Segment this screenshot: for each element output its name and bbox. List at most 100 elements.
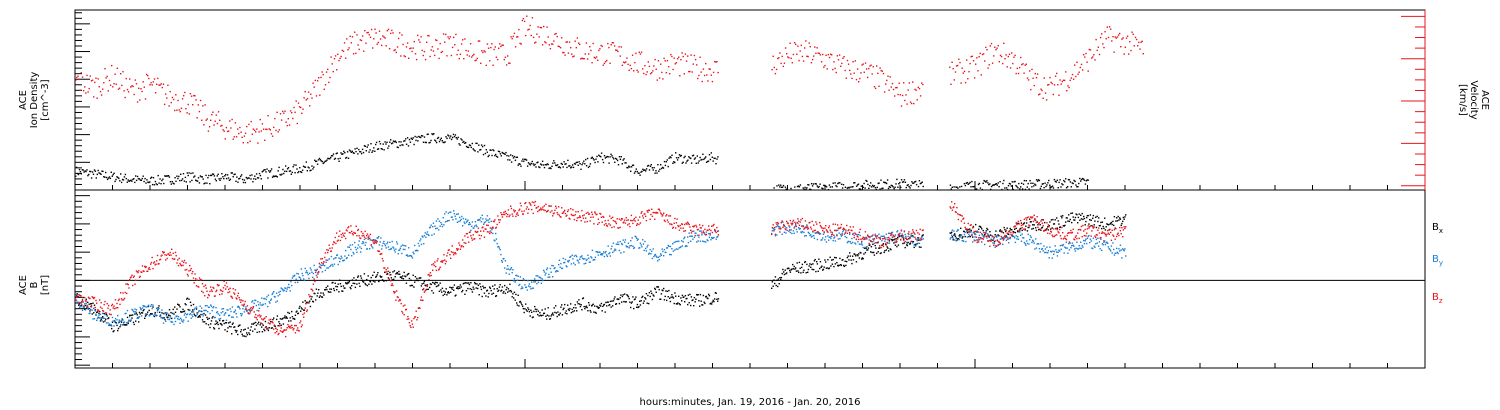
by-point (265, 298, 267, 301)
by-point (1020, 234, 1022, 236)
ion-density-point (809, 188, 811, 190)
velocity-point (610, 44, 612, 46)
bx-point (1049, 221, 1051, 223)
velocity-point (557, 45, 559, 47)
by-point (659, 255, 661, 257)
ion-density-point (578, 161, 580, 163)
bz-point (118, 298, 120, 300)
bx-point (122, 324, 124, 326)
velocity-point (829, 53, 832, 55)
bx-point (535, 310, 537, 313)
ion-density-point (824, 184, 826, 187)
bz-point (216, 289, 218, 291)
bx-point (792, 268, 795, 270)
velocity-point (153, 78, 156, 80)
by-point (113, 325, 115, 327)
bx-point (501, 289, 503, 291)
by-point (483, 223, 485, 225)
velocity-point (629, 64, 631, 67)
by-point (331, 263, 333, 266)
bx-point (334, 282, 336, 284)
velocity-point (1022, 63, 1024, 65)
by-point (81, 301, 83, 304)
ion-density-point (587, 166, 590, 169)
by-point (173, 323, 175, 326)
ion-density-point (106, 178, 109, 181)
ion-density-point (299, 167, 301, 169)
bx-point (708, 295, 711, 297)
bx-point (380, 276, 382, 278)
velocity-point (520, 43, 522, 45)
bx-point (990, 234, 992, 236)
by-point (346, 257, 348, 259)
velocity-point (1033, 84, 1035, 87)
bz-point (156, 260, 158, 262)
velocity-point (289, 110, 292, 112)
bx-point (1071, 221, 1073, 224)
by-point (988, 234, 990, 237)
bx-point (968, 235, 970, 238)
bx-point (1050, 228, 1052, 230)
ion-density-point (232, 176, 234, 178)
bz-point (285, 335, 287, 338)
bx-point (1026, 230, 1029, 232)
by-point (972, 232, 975, 234)
ion-density-point (617, 164, 620, 166)
bx-point (882, 244, 884, 246)
ion-density-point (884, 181, 886, 184)
ion-density-point (196, 180, 199, 182)
bx-point (1061, 217, 1063, 219)
ion-density-point (964, 184, 967, 187)
ion-density-point (675, 152, 677, 154)
velocity-point (958, 58, 960, 60)
velocity-point (849, 69, 851, 72)
velocity-point (121, 84, 123, 87)
by-point (813, 237, 816, 239)
by-point (551, 264, 553, 267)
by-point (676, 240, 678, 243)
ion-density-point (890, 184, 892, 187)
by-point (468, 222, 471, 224)
ion-density-point (269, 171, 271, 173)
velocity-point (379, 38, 382, 40)
by-point (952, 237, 954, 239)
ion-density-point (862, 186, 864, 188)
by-point (791, 232, 793, 235)
bx-point (130, 314, 132, 316)
ion-density-point (320, 160, 322, 162)
velocity-point (1068, 86, 1070, 89)
ion-density-point (435, 140, 437, 142)
by-point (909, 241, 912, 243)
bx-point (993, 241, 996, 243)
by-point (996, 236, 998, 238)
by-point (687, 236, 689, 238)
by-point (696, 241, 698, 243)
by-point (708, 236, 711, 239)
velocity-point (887, 75, 889, 77)
bx-point (144, 315, 147, 317)
by-point (204, 309, 206, 312)
bx-point (414, 276, 417, 278)
ion-density-point (1031, 186, 1033, 188)
bx-point (653, 295, 655, 297)
velocity-point (850, 73, 852, 75)
velocity-point (549, 48, 552, 50)
bz-point (243, 304, 245, 306)
velocity-point (278, 129, 280, 131)
bx-point (609, 304, 611, 306)
by-point (209, 312, 211, 315)
ion-density-point (397, 146, 399, 149)
ion-density-point (502, 152, 504, 154)
ion-density-point (593, 159, 595, 161)
bx-point (1078, 213, 1080, 215)
velocity-point (113, 83, 115, 85)
ion-density-point (610, 153, 612, 155)
bx-point (667, 296, 669, 298)
ion-density-point (462, 141, 464, 144)
bx-point (393, 270, 396, 272)
bz-point (87, 296, 90, 298)
by-point (89, 312, 91, 314)
ion-density-point (582, 162, 584, 164)
bx-point (1034, 219, 1036, 221)
ion-density-point (229, 178, 232, 181)
